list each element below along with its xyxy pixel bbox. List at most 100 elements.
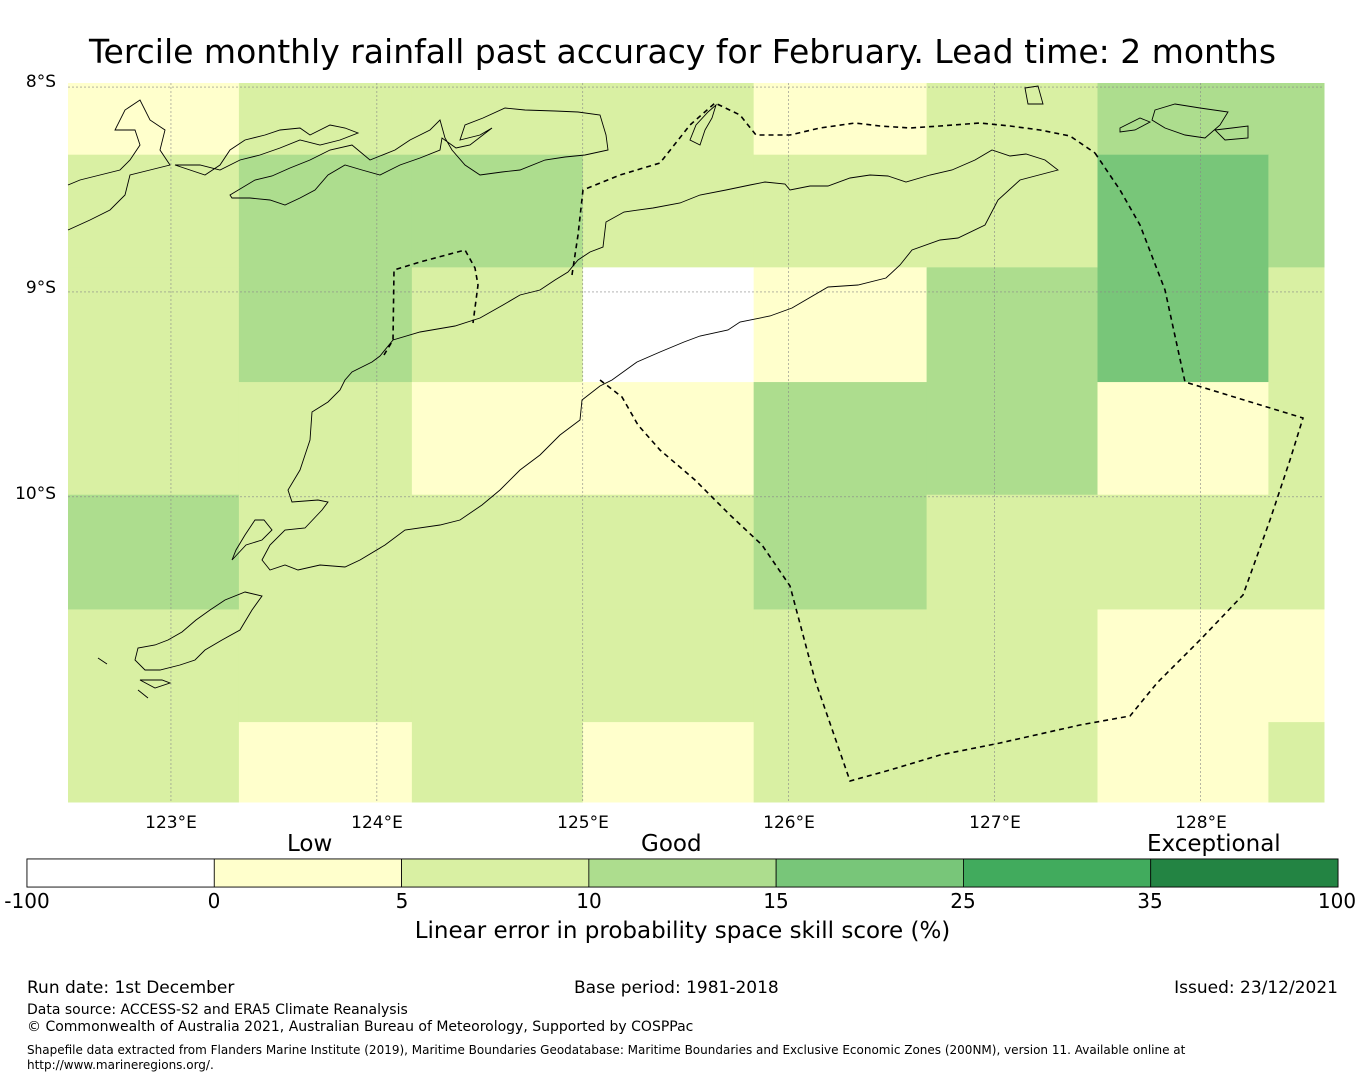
grid-cell bbox=[582, 722, 755, 803]
grid-cell bbox=[238, 609, 413, 723]
colorbar-tick: 10 bbox=[576, 889, 602, 913]
grid-cell bbox=[411, 382, 584, 496]
grid-cell bbox=[926, 722, 1099, 803]
grid-cell bbox=[1268, 494, 1325, 610]
colorbar-tick: 15 bbox=[763, 889, 789, 913]
coastlines bbox=[67, 85, 1249, 699]
lon-label-127e: 127°E bbox=[969, 813, 1021, 833]
lon-label-124e: 124°E bbox=[351, 813, 403, 833]
colorbar-segment bbox=[26, 858, 215, 888]
grid-cell bbox=[411, 154, 584, 268]
lat-label-8s: 8°S bbox=[25, 72, 56, 92]
lat-label-10s: 10°S bbox=[15, 484, 56, 504]
grid-cell bbox=[1268, 382, 1325, 496]
data-source: Data source: ACCESS-S2 and ERA5 Climate … bbox=[27, 1002, 408, 1018]
grid-cell bbox=[68, 722, 240, 803]
grid-cell bbox=[753, 609, 928, 723]
category-exceptional: Exceptional bbox=[1147, 831, 1281, 857]
colorbar-tick: 25 bbox=[950, 889, 976, 913]
grid-cell bbox=[1268, 722, 1325, 803]
grid-cell bbox=[238, 83, 413, 156]
grid-cell bbox=[926, 154, 1099, 268]
base-period: Base period: 1981-2018 bbox=[574, 978, 779, 998]
grid-cell bbox=[238, 382, 413, 496]
run-date: Run date: 1st December bbox=[27, 978, 235, 998]
grid-cell bbox=[1268, 154, 1325, 268]
grid-cell bbox=[753, 267, 928, 383]
grid-cell bbox=[926, 267, 1099, 383]
colorbar-tick: 35 bbox=[1137, 889, 1163, 913]
grid-cell bbox=[1097, 267, 1269, 383]
grid-cell bbox=[68, 154, 240, 268]
grid-cell bbox=[926, 494, 1099, 610]
eez-boundary-north bbox=[571, 102, 1096, 276]
grid-cell bbox=[1268, 267, 1325, 383]
shapefile-url: http://www.marineregions.org/. bbox=[27, 1058, 214, 1072]
grid-cell bbox=[411, 722, 584, 803]
eez-boundary-east bbox=[599, 152, 1305, 782]
eez-boundary-oecusse bbox=[383, 249, 479, 356]
grid-cell bbox=[582, 494, 755, 610]
colorbar-title: Linear error in probability space skill … bbox=[414, 918, 951, 944]
colorbar-segment bbox=[401, 858, 590, 888]
grid-cell bbox=[68, 267, 240, 383]
grid-cell bbox=[238, 722, 413, 803]
solor-coastline bbox=[174, 124, 360, 176]
lon-label-126e: 126°E bbox=[763, 813, 815, 833]
grid-cell bbox=[68, 83, 240, 156]
map-title: Tercile monthly rainfall past accuracy f… bbox=[88, 32, 1277, 71]
grid-cell bbox=[582, 382, 755, 496]
grid-cell bbox=[68, 382, 240, 496]
wetar-coastline bbox=[1024, 85, 1249, 141]
grid-cell bbox=[1268, 609, 1325, 723]
grid-cell bbox=[582, 154, 755, 268]
grid-cell bbox=[926, 83, 1099, 156]
grid-cell bbox=[238, 494, 413, 610]
skill-grid-cells bbox=[68, 83, 1325, 803]
shapefile-credit: Shapefile data extracted from Flanders M… bbox=[27, 1043, 1186, 1057]
timor-coastline bbox=[261, 149, 1060, 571]
colorbar bbox=[26, 858, 1339, 888]
category-good: Good bbox=[641, 831, 702, 857]
copyright: © Commonwealth of Australia 2021, Austra… bbox=[27, 1019, 694, 1035]
issued-date: Issued: 23/12/2021 bbox=[1174, 978, 1338, 998]
alor-islands-coastline bbox=[229, 107, 609, 206]
atauro-coastline bbox=[689, 103, 717, 146]
colorbar-segment bbox=[775, 858, 964, 888]
grid-cell bbox=[238, 267, 413, 383]
grid-cell bbox=[1268, 83, 1325, 156]
grid-cell bbox=[1097, 83, 1269, 156]
colorbar-tick: 100 bbox=[1317, 889, 1357, 913]
maritime-boundaries bbox=[383, 102, 1305, 782]
grid-cell bbox=[753, 154, 928, 268]
graticule bbox=[68, 83, 1324, 802]
grid-cell bbox=[582, 609, 755, 723]
category-low: Low bbox=[287, 831, 333, 857]
colorbar-segment bbox=[1150, 858, 1339, 888]
grid-cell bbox=[582, 83, 755, 156]
grid-cell bbox=[1097, 154, 1269, 268]
grid-cell bbox=[411, 83, 584, 156]
grid-cell bbox=[68, 609, 240, 723]
colorbar-segment bbox=[963, 858, 1152, 888]
grid-cell bbox=[926, 609, 1099, 723]
grid-cell bbox=[1097, 494, 1269, 610]
grid-cell bbox=[411, 267, 584, 383]
grid-cell bbox=[753, 382, 928, 496]
colorbar-tick: 0 bbox=[207, 889, 221, 913]
sumba-coastline bbox=[97, 519, 273, 699]
grid-cell bbox=[411, 494, 584, 610]
grid-cell bbox=[753, 722, 928, 803]
flores-east-coastline bbox=[67, 99, 171, 231]
grid-cell bbox=[753, 494, 928, 610]
grid-cell bbox=[1097, 609, 1269, 723]
grid-cell bbox=[753, 83, 928, 156]
colorbar-tick: 5 bbox=[395, 889, 409, 913]
colorbar-segment bbox=[213, 858, 402, 888]
lat-label-9s: 9°S bbox=[25, 278, 56, 298]
lon-label-123e: 123°E bbox=[145, 813, 197, 833]
colorbar-tick: -100 bbox=[4, 889, 50, 913]
colorbar-segment bbox=[588, 858, 777, 888]
lon-label-128e: 128°E bbox=[1175, 813, 1227, 833]
